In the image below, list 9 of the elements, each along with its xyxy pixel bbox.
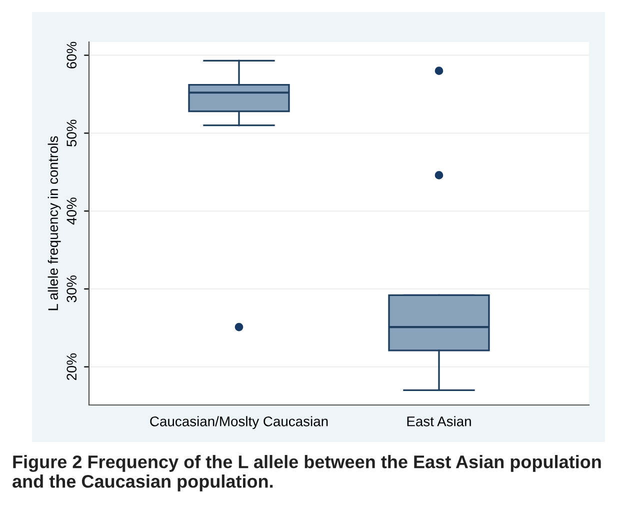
y-tick-label: 30% xyxy=(66,276,77,302)
y-axis-title: L allele frequency in controls xyxy=(48,136,61,310)
caption: Figure 2 Frequency of the L allele between the East Asian population and the Caucasian population. xyxy=(12,455,601,492)
y-tick-label: 40% xyxy=(66,198,77,225)
y-tick-label: 50% xyxy=(66,120,77,146)
y-tick-label: 20% xyxy=(66,353,77,380)
y-tick-label: 60% xyxy=(66,42,77,68)
x-tick-label: East Asian xyxy=(407,416,471,426)
x-tick-label: Caucasian/Moslty Caucasian xyxy=(150,416,328,430)
